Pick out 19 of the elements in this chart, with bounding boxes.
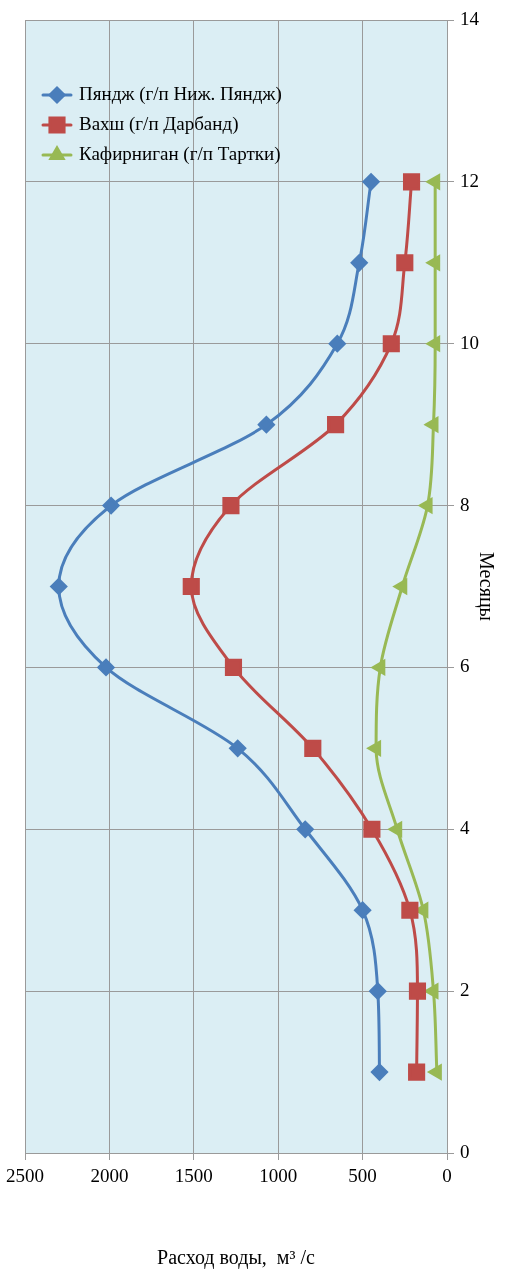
x-axis-title: Расход воды, м³ /с bbox=[157, 1246, 316, 1270]
y-axis-title: Месяцы bbox=[474, 551, 498, 622]
y-tick-label: 10 bbox=[460, 331, 479, 353]
y-tick-label: 6 bbox=[460, 655, 470, 677]
y-tick-label: 4 bbox=[460, 817, 470, 839]
x-tick-label: 2000 bbox=[90, 1165, 129, 1187]
legend-label: Кафирниган (г/п Тартки) bbox=[79, 142, 281, 165]
x-tick-label: 500 bbox=[348, 1165, 377, 1187]
x-tick-label: 1500 bbox=[174, 1165, 213, 1187]
y-tick-label: 2 bbox=[460, 979, 470, 1001]
x-tick-label: 2500 bbox=[6, 1165, 44, 1187]
x-tick-label: 1000 bbox=[259, 1165, 298, 1187]
y-tick-label: 14 bbox=[460, 7, 480, 29]
legend-label: Пяндж (г/п Ниж. Пяндж) bbox=[79, 82, 282, 105]
y-tick-label: 0 bbox=[460, 1140, 470, 1162]
y-tick-label: 8 bbox=[460, 493, 470, 515]
x-tick-label: 0 bbox=[442, 1165, 452, 1187]
legend-label: Вахш (г/п Дарбанд) bbox=[79, 112, 239, 135]
y-tick-label: 12 bbox=[460, 169, 479, 191]
